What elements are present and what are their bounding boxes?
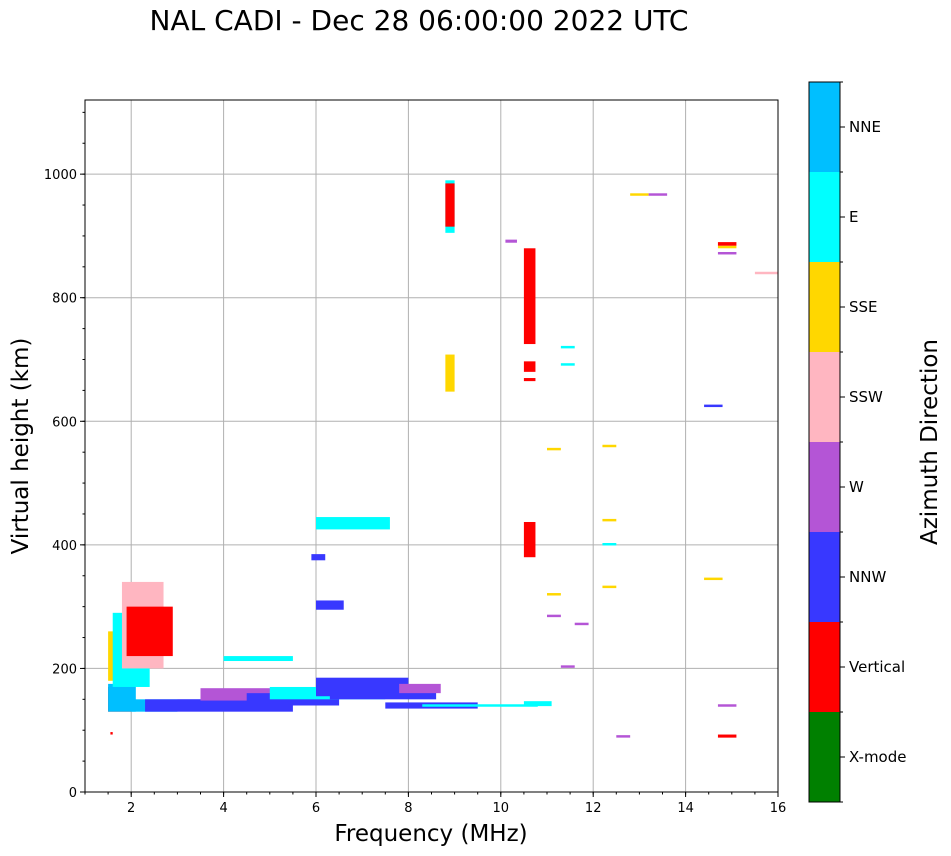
echo-mark-e <box>560 345 575 349</box>
echo-mark-w <box>616 735 631 738</box>
x-axis: 2 4 6 8 10 12 14 16 <box>84 792 787 816</box>
echo-mark-ssw <box>754 271 778 275</box>
echo-mark-vertical <box>523 378 536 382</box>
echo-mark-nnw <box>177 699 261 709</box>
x-tick-label: 12 <box>585 801 602 816</box>
echo-mark-sse <box>630 193 649 196</box>
colorbar-tick-label: NNW <box>849 568 886 586</box>
colorbar-swatch <box>809 712 840 802</box>
echo-marks <box>108 180 778 738</box>
colorbar-tick-label: Vertical <box>849 658 905 676</box>
x-tick-label: 4 <box>219 801 227 816</box>
echo-mark-w <box>574 622 589 626</box>
echo-mark-nnw <box>704 404 723 408</box>
echo-mark-sse <box>602 585 617 589</box>
echo-mark-e <box>602 543 617 546</box>
echo-mark-w <box>560 665 575 668</box>
echo-mark-vertical <box>126 606 173 657</box>
colorbar-swatch <box>809 262 840 352</box>
colorbar: X-mode Vertical NNW W SSW SSE E NNE <box>808 81 906 803</box>
echo-mark-e <box>316 517 390 530</box>
y-tick-label: 200 <box>52 662 77 677</box>
colorbar-tick-label: E <box>849 208 858 226</box>
y-tick-label: 400 <box>52 539 77 554</box>
echo-mark-e <box>560 363 575 366</box>
colorbar-frame <box>808 81 841 803</box>
y-tick-label: 1000 <box>44 168 77 183</box>
echo-mark-vertical <box>445 183 455 227</box>
x-tick-label: 14 <box>677 801 694 816</box>
echo-mark-vertical <box>717 734 737 738</box>
echo-mark-sse <box>445 354 455 392</box>
echo-mark-sse <box>547 447 561 451</box>
x-tick-label: 6 <box>312 801 320 816</box>
y-tick-label: 600 <box>52 415 77 430</box>
colorbar-label: Azimuth Direction <box>917 339 943 545</box>
echo-mark-vertical <box>523 248 536 345</box>
echo-mark-e <box>422 704 538 707</box>
echo-mark-vertical <box>110 732 113 735</box>
colorbar-swatch <box>809 82 840 172</box>
colorbar-swatch <box>809 172 840 262</box>
y-tick-label: 800 <box>52 292 77 307</box>
echo-mark-vertical <box>717 242 737 246</box>
y-axis: 0 200 400 600 800 1000 <box>44 111 85 801</box>
x-tick-label: 16 <box>770 801 787 816</box>
colorbar-tick-label: SSW <box>849 388 883 406</box>
x-tick-label: 2 <box>127 801 135 816</box>
colorbar-swatch <box>809 442 840 532</box>
x-tick-label: 10 <box>493 801 510 816</box>
y-axis-label: Virtual height (km) <box>8 338 34 555</box>
echo-mark-w <box>648 193 668 196</box>
echo-mark-w <box>505 239 517 243</box>
echo-mark-sse <box>717 245 737 249</box>
echo-mark-sse <box>704 577 723 581</box>
echo-mark-w <box>717 704 737 707</box>
y-tick-label: 0 <box>69 786 77 801</box>
colorbar-swatch <box>809 532 840 622</box>
echo-mark-w <box>547 614 561 618</box>
colorbar-swatch <box>809 622 840 712</box>
echo-mark-e <box>223 656 293 662</box>
colorbar-tick-label: NNE <box>849 118 881 136</box>
echo-mark-sse <box>547 593 561 596</box>
colorbar-tick-label: SSE <box>849 298 878 316</box>
echo-mark-nnw <box>316 600 344 610</box>
chart-title: NAL CADI - Dec 28 06:00:00 2022 UTC <box>149 4 689 37</box>
echo-mark-vertical <box>523 521 536 558</box>
echo-mark-e <box>523 701 552 707</box>
echo-mark-vertical <box>523 361 536 372</box>
x-tick-label: 8 <box>404 801 412 816</box>
x-axis-label: Frequency (MHz) <box>334 821 527 847</box>
echo-mark-sse <box>602 444 617 448</box>
colorbar-tick-label: X-mode <box>849 748 906 766</box>
colorbar-tick-label: W <box>849 478 864 496</box>
echo-mark-w <box>717 251 737 255</box>
echo-mark-w <box>399 683 441 694</box>
colorbar-swatch <box>809 352 840 442</box>
echo-mark-nnw <box>311 554 326 561</box>
echo-mark-sse <box>602 518 617 522</box>
